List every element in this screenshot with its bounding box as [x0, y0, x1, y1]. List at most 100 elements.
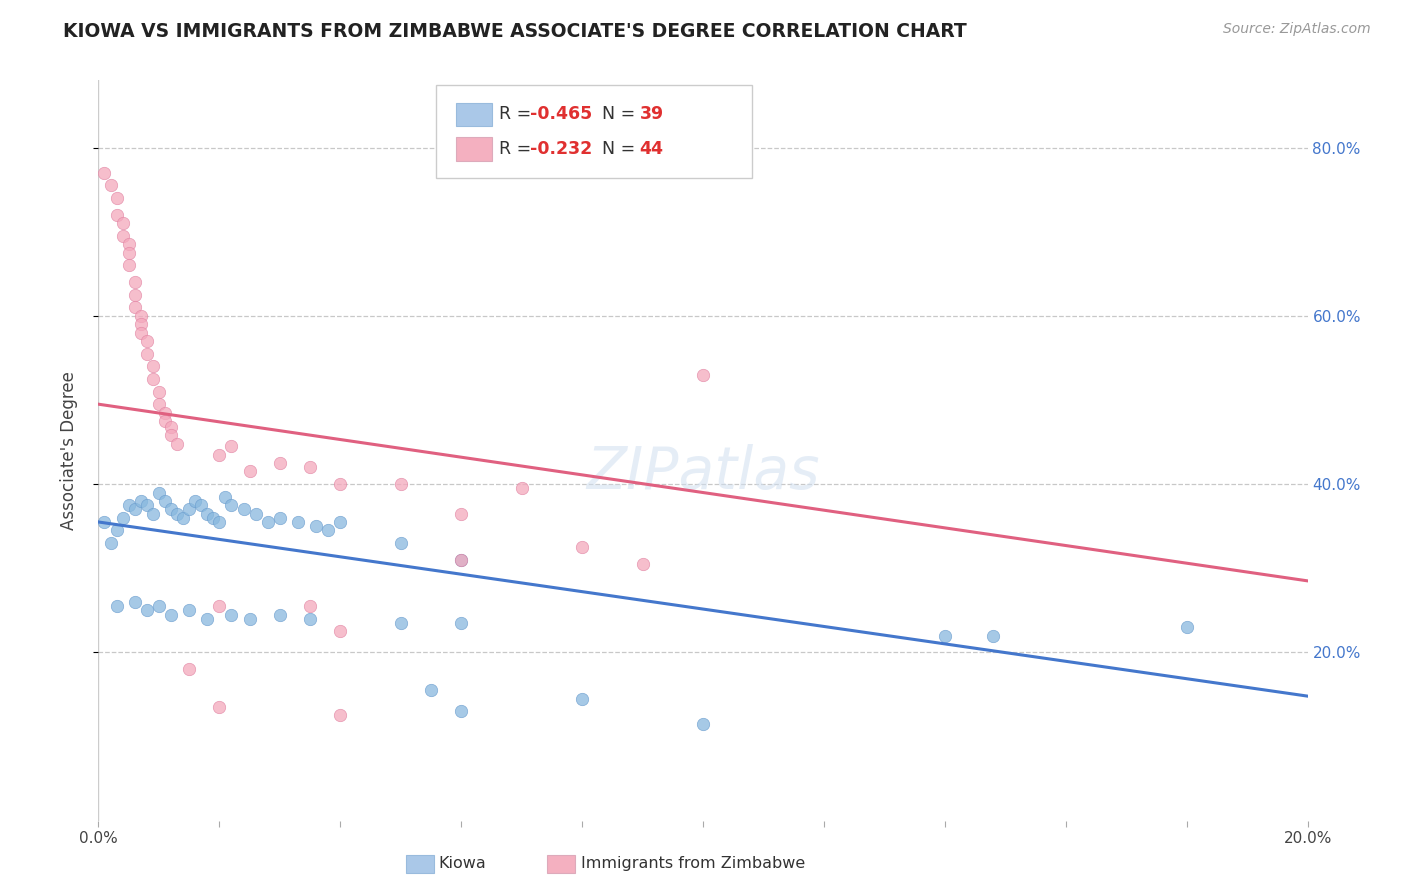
- Point: [571, 540, 593, 554]
- Point: [184, 494, 207, 508]
- Point: [232, 502, 254, 516]
- Point: [160, 428, 183, 442]
- Y-axis label: Associate's Degree: Associate's Degree: [59, 371, 77, 530]
- Point: [148, 384, 170, 399]
- Text: Kiowa: Kiowa: [439, 856, 486, 871]
- Point: [105, 208, 128, 222]
- Point: [111, 510, 134, 524]
- Point: [153, 414, 176, 428]
- Point: [179, 662, 201, 676]
- Point: [195, 612, 218, 626]
- Point: [245, 507, 267, 521]
- Point: [160, 502, 183, 516]
- Point: [450, 615, 472, 630]
- Point: [299, 599, 322, 613]
- Point: [148, 397, 170, 411]
- Point: [329, 708, 352, 723]
- Point: [142, 359, 165, 374]
- Point: [124, 595, 146, 609]
- Text: Source: ZipAtlas.com: Source: ZipAtlas.com: [1223, 22, 1371, 37]
- Point: [172, 510, 194, 524]
- Point: [692, 368, 714, 382]
- Point: [316, 524, 339, 538]
- Point: [148, 485, 170, 500]
- Point: [135, 347, 157, 361]
- Text: 44: 44: [640, 140, 664, 158]
- Point: [118, 258, 141, 272]
- Point: [934, 628, 956, 642]
- Point: [179, 502, 201, 516]
- Point: [329, 624, 352, 639]
- Point: [299, 460, 322, 475]
- Point: [93, 166, 115, 180]
- Point: [208, 599, 231, 613]
- Point: [160, 607, 183, 622]
- Point: [118, 498, 141, 512]
- Point: [269, 510, 291, 524]
- Point: [118, 237, 141, 252]
- Point: [208, 515, 231, 529]
- Point: [111, 216, 134, 230]
- Point: [221, 607, 243, 622]
- Point: [329, 515, 352, 529]
- Point: [269, 607, 291, 622]
- Point: [305, 519, 328, 533]
- Text: N =: N =: [591, 140, 640, 158]
- Point: [129, 318, 152, 332]
- Text: KIOWA VS IMMIGRANTS FROM ZIMBABWE ASSOCIATE'S DEGREE CORRELATION CHART: KIOWA VS IMMIGRANTS FROM ZIMBABWE ASSOCI…: [63, 22, 967, 41]
- Point: [214, 490, 236, 504]
- Point: [129, 494, 152, 508]
- Point: [135, 498, 157, 512]
- Point: [221, 498, 243, 512]
- Point: [981, 628, 1004, 642]
- Point: [160, 420, 183, 434]
- Point: [93, 515, 115, 529]
- Text: R =: R =: [499, 140, 537, 158]
- Point: [450, 704, 472, 718]
- Text: -0.232: -0.232: [530, 140, 592, 158]
- Point: [571, 691, 593, 706]
- Point: [148, 599, 170, 613]
- Point: [190, 498, 212, 512]
- Point: [153, 494, 176, 508]
- Point: [100, 178, 122, 193]
- Point: [287, 515, 309, 529]
- Point: [389, 536, 412, 550]
- Point: [124, 275, 146, 289]
- Point: [100, 536, 122, 550]
- Point: [135, 603, 157, 617]
- Point: [129, 326, 152, 340]
- Point: [239, 465, 262, 479]
- Point: [450, 553, 472, 567]
- Point: [450, 507, 472, 521]
- Point: [329, 477, 352, 491]
- Point: [105, 599, 128, 613]
- Point: [631, 557, 654, 571]
- Point: [179, 603, 201, 617]
- Point: [269, 456, 291, 470]
- Point: [124, 502, 146, 516]
- Point: [510, 481, 533, 495]
- Point: [450, 553, 472, 567]
- Point: [692, 717, 714, 731]
- Point: [105, 191, 128, 205]
- Point: [202, 510, 225, 524]
- Point: [389, 615, 412, 630]
- Text: R =: R =: [499, 105, 537, 123]
- Point: [142, 372, 165, 386]
- Point: [124, 301, 146, 315]
- Text: 39: 39: [640, 105, 664, 123]
- Point: [256, 515, 278, 529]
- Point: [124, 288, 146, 302]
- Point: [118, 245, 141, 260]
- Text: Immigrants from Zimbabwe: Immigrants from Zimbabwe: [581, 856, 804, 871]
- Text: -0.465: -0.465: [530, 105, 592, 123]
- Point: [153, 406, 176, 420]
- Point: [195, 507, 218, 521]
- Text: ZIPatlas: ZIPatlas: [586, 444, 820, 501]
- Text: N =: N =: [591, 105, 640, 123]
- Point: [166, 507, 188, 521]
- Point: [1175, 620, 1198, 634]
- Point: [299, 612, 322, 626]
- Point: [135, 334, 157, 348]
